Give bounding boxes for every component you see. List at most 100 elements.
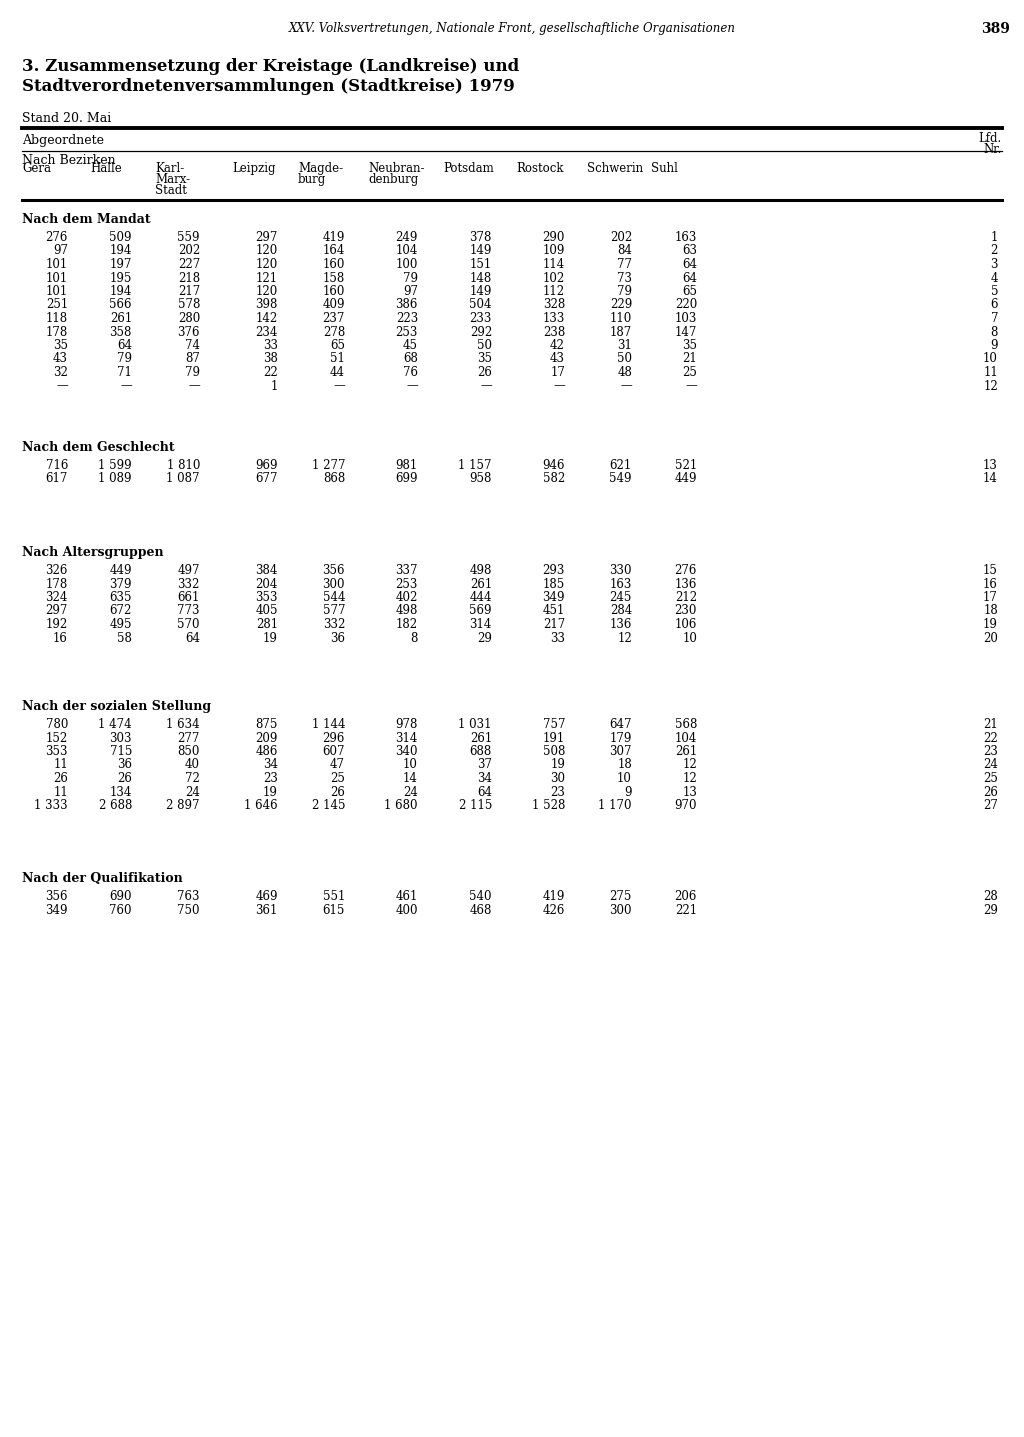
Text: XXV. Volksvertretungen, Nationale Front, gesellschaftliche Organisationen: XXV. Volksvertretungen, Nationale Front,…	[289, 22, 735, 34]
Text: 2 145: 2 145	[311, 799, 345, 812]
Text: 275: 275	[609, 891, 632, 904]
Text: 1 333: 1 333	[35, 799, 68, 812]
Text: —: —	[333, 379, 345, 392]
Text: 217: 217	[543, 618, 565, 631]
Text: 18: 18	[617, 759, 632, 772]
Text: 607: 607	[323, 744, 345, 757]
Text: 23: 23	[550, 786, 565, 799]
Text: 1 810: 1 810	[167, 458, 200, 471]
Text: 307: 307	[609, 744, 632, 757]
Text: 337: 337	[395, 563, 418, 578]
Text: 2 897: 2 897	[167, 799, 200, 812]
Text: 32: 32	[53, 366, 68, 379]
Text: 195: 195	[110, 272, 132, 285]
Text: 509: 509	[110, 231, 132, 244]
Text: 25: 25	[330, 772, 345, 785]
Text: 566: 566	[110, 299, 132, 312]
Text: burg: burg	[298, 172, 327, 185]
Text: 206: 206	[675, 891, 697, 904]
Text: 35: 35	[477, 352, 492, 365]
Text: 970: 970	[675, 799, 697, 812]
Text: 969: 969	[256, 458, 278, 471]
Text: 179: 179	[609, 731, 632, 744]
Text: 11: 11	[53, 786, 68, 799]
Text: 64: 64	[682, 272, 697, 285]
Text: 12: 12	[682, 772, 697, 785]
Text: 136: 136	[675, 578, 697, 591]
Text: 376: 376	[177, 326, 200, 339]
Text: 64: 64	[477, 786, 492, 799]
Text: 28: 28	[983, 891, 998, 904]
Text: 97: 97	[403, 285, 418, 297]
Text: 568: 568	[675, 718, 697, 731]
Text: —: —	[621, 379, 632, 392]
Text: 353: 353	[45, 744, 68, 757]
Text: 34: 34	[263, 759, 278, 772]
Text: 24: 24	[983, 759, 998, 772]
Text: 1 528: 1 528	[531, 799, 565, 812]
Text: 101: 101	[46, 259, 68, 272]
Text: 234: 234	[256, 326, 278, 339]
Text: 29: 29	[983, 904, 998, 917]
Text: Stadtverordnetenversammlungen (Stadtkreise) 1979: Stadtverordnetenversammlungen (Stadtkrei…	[22, 78, 515, 95]
Text: 192: 192	[46, 618, 68, 631]
Text: 13: 13	[682, 786, 697, 799]
Text: —: —	[407, 379, 418, 392]
Text: 64: 64	[117, 339, 132, 352]
Text: Potsdam: Potsdam	[443, 162, 494, 175]
Text: 79: 79	[617, 285, 632, 297]
Text: 182: 182	[396, 618, 418, 631]
Text: Suhl: Suhl	[651, 162, 678, 175]
Text: 332: 332	[323, 618, 345, 631]
Text: 551: 551	[323, 891, 345, 904]
Text: 38: 38	[263, 352, 278, 365]
Text: 25: 25	[682, 366, 697, 379]
Text: 570: 570	[177, 618, 200, 631]
Text: 84: 84	[617, 244, 632, 257]
Text: 419: 419	[323, 231, 345, 244]
Text: Halle: Halle	[90, 162, 122, 175]
Text: 36: 36	[117, 759, 132, 772]
Text: 615: 615	[323, 904, 345, 917]
Text: Schwerin: Schwerin	[587, 162, 643, 175]
Text: 118: 118	[46, 312, 68, 325]
Text: 261: 261	[675, 744, 697, 757]
Text: 449: 449	[675, 473, 697, 486]
Text: 8: 8	[990, 326, 998, 339]
Text: 151: 151	[470, 259, 492, 272]
Text: 449: 449	[110, 563, 132, 578]
Text: 621: 621	[609, 458, 632, 471]
Text: 26: 26	[330, 786, 345, 799]
Text: 1 144: 1 144	[311, 718, 345, 731]
Text: 26: 26	[477, 366, 492, 379]
Text: 110: 110	[609, 312, 632, 325]
Text: 11: 11	[53, 759, 68, 772]
Text: 261: 261	[110, 312, 132, 325]
Text: 690: 690	[110, 891, 132, 904]
Text: Leipzig: Leipzig	[232, 162, 275, 175]
Text: 292: 292	[470, 326, 492, 339]
Text: 314: 314	[395, 731, 418, 744]
Text: 17: 17	[983, 591, 998, 604]
Text: 1 170: 1 170	[598, 799, 632, 812]
Text: 461: 461	[395, 891, 418, 904]
Text: 2: 2	[990, 244, 998, 257]
Text: 77: 77	[617, 259, 632, 272]
Text: 251: 251	[46, 299, 68, 312]
Text: 202: 202	[178, 244, 200, 257]
Text: 330: 330	[609, 563, 632, 578]
Text: 44: 44	[330, 366, 345, 379]
Text: 617: 617	[46, 473, 68, 486]
Text: 33: 33	[550, 631, 565, 645]
Text: 284: 284	[609, 605, 632, 618]
Text: Nach dem Geschlecht: Nach dem Geschlecht	[22, 441, 175, 454]
Text: 79: 79	[117, 352, 132, 365]
Text: 16: 16	[53, 631, 68, 645]
Text: 68: 68	[403, 352, 418, 365]
Text: 120: 120	[256, 285, 278, 297]
Text: 9: 9	[625, 786, 632, 799]
Text: 773: 773	[177, 605, 200, 618]
Text: 100: 100	[395, 259, 418, 272]
Text: Nach der sozialen Stellung: Nach der sozialen Stellung	[22, 700, 211, 713]
Text: 36: 36	[330, 631, 345, 645]
